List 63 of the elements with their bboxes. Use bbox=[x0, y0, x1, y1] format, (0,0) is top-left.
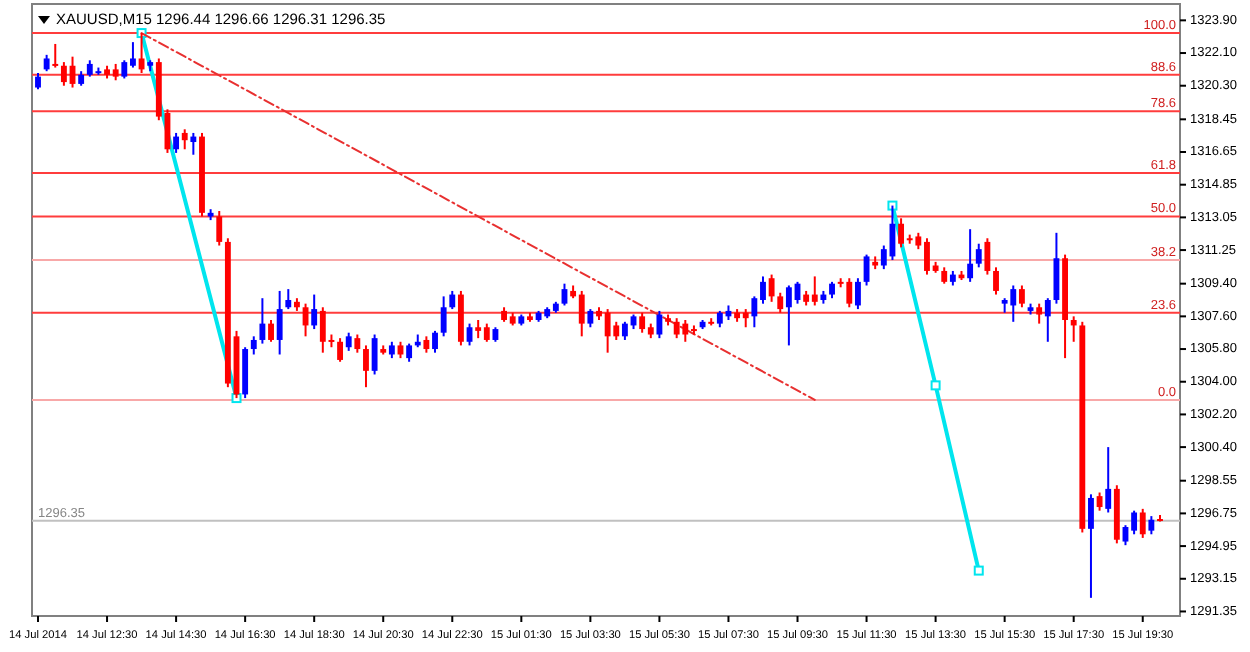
point bbox=[973, 565, 984, 576]
candlestick bbox=[898, 217, 905, 249]
candlestick bbox=[1131, 509, 1138, 536]
candlestick bbox=[354, 333, 361, 354]
candlestick bbox=[371, 333, 378, 376]
candlestick bbox=[1018, 284, 1025, 309]
candlestick bbox=[587, 308, 594, 329]
candlestick bbox=[121, 59, 128, 80]
candlestick bbox=[432, 329, 438, 354]
candlestick bbox=[250, 335, 257, 356]
candlestick bbox=[60, 61, 67, 87]
candlestick bbox=[1053, 231, 1060, 305]
candlestick bbox=[440, 295, 447, 338]
candlestick bbox=[777, 291, 784, 314]
candlestick bbox=[319, 306, 326, 354]
candlestick bbox=[742, 308, 749, 329]
candlestick bbox=[285, 288, 292, 311]
candlestick bbox=[854, 277, 861, 311]
candlestick bbox=[975, 242, 982, 269]
candlestick bbox=[311, 293, 318, 331]
candlestick bbox=[190, 131, 197, 156]
candlestick bbox=[1148, 515, 1155, 536]
candlestick bbox=[363, 344, 369, 389]
candlestick bbox=[578, 289, 585, 338]
candlestick bbox=[621, 320, 628, 341]
candlestick bbox=[345, 331, 352, 352]
candlestick bbox=[138, 32, 145, 75]
candlestick bbox=[242, 346, 249, 400]
candlestick bbox=[656, 309, 663, 340]
candlestick bbox=[268, 318, 274, 343]
candlestick bbox=[993, 266, 999, 296]
candlestick bbox=[639, 311, 646, 334]
candlestick bbox=[1044, 297, 1051, 343]
candlestick bbox=[1036, 302, 1043, 325]
candlestick bbox=[216, 210, 223, 247]
candlestick bbox=[967, 228, 974, 283]
candlestick bbox=[52, 42, 59, 69]
candlestick bbox=[1010, 284, 1017, 323]
candlestick bbox=[1088, 493, 1094, 599]
candlestick bbox=[613, 320, 620, 341]
candlestick bbox=[173, 131, 180, 154]
candlestick bbox=[1105, 446, 1112, 514]
candlestick bbox=[276, 289, 283, 356]
candlestick bbox=[1096, 491, 1103, 512]
candlestick bbox=[337, 337, 344, 363]
candlestick bbox=[449, 289, 456, 311]
candlestick bbox=[406, 342, 413, 363]
candlestick bbox=[682, 318, 689, 343]
candlestick bbox=[483, 322, 490, 343]
candlestick bbox=[1070, 315, 1077, 343]
point bbox=[930, 380, 941, 391]
candlestick bbox=[984, 237, 991, 276]
candlestick bbox=[181, 128, 188, 151]
candlestick bbox=[1139, 507, 1146, 539]
candlestick bbox=[604, 308, 611, 354]
candlestick bbox=[785, 284, 792, 347]
candlestick bbox=[846, 277, 853, 309]
candlestick bbox=[768, 273, 775, 303]
candlestick bbox=[475, 318, 482, 340]
candlestick bbox=[673, 317, 680, 340]
candlestick bbox=[811, 275, 818, 307]
candlestick bbox=[259, 297, 266, 345]
candlestick bbox=[457, 289, 464, 347]
